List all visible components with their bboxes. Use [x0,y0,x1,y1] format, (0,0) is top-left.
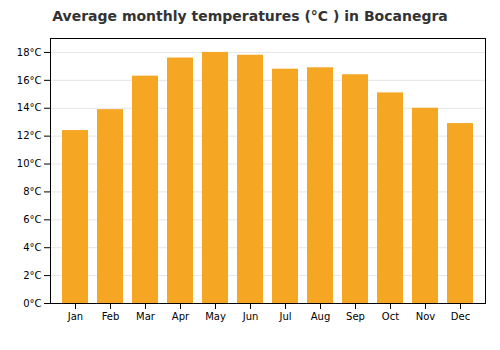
svg-text:Apr: Apr [172,311,190,322]
svg-text:18°C: 18°C [17,47,42,58]
svg-text:4°C: 4°C [23,242,41,253]
svg-text:2°C: 2°C [23,270,41,281]
svg-text:Sep: Sep [346,311,365,322]
svg-text:Nov: Nov [416,311,436,322]
svg-text:Mar: Mar [136,311,156,322]
svg-text:May: May [205,311,226,322]
svg-text:Oct: Oct [382,311,399,322]
svg-text:8°C: 8°C [23,186,41,197]
svg-text:Jan: Jan [67,311,83,322]
svg-text:14°C: 14°C [17,102,42,113]
svg-text:12°C: 12°C [17,130,42,141]
svg-text:0°C: 0°C [23,298,41,309]
svg-text:Jul: Jul [278,311,291,322]
svg-text:Jun: Jun [242,311,259,322]
svg-text:16°C: 16°C [17,75,42,86]
svg-text:Feb: Feb [102,311,120,322]
svg-text:Dec: Dec [451,311,470,322]
svg-text:6°C: 6°C [23,214,41,225]
svg-text:10°C: 10°C [17,158,42,169]
svg-text:Aug: Aug [311,311,331,322]
html-text:Average monthly temperatures (: Average monthly temperatures (°C ) in Bo… [52,8,448,24]
